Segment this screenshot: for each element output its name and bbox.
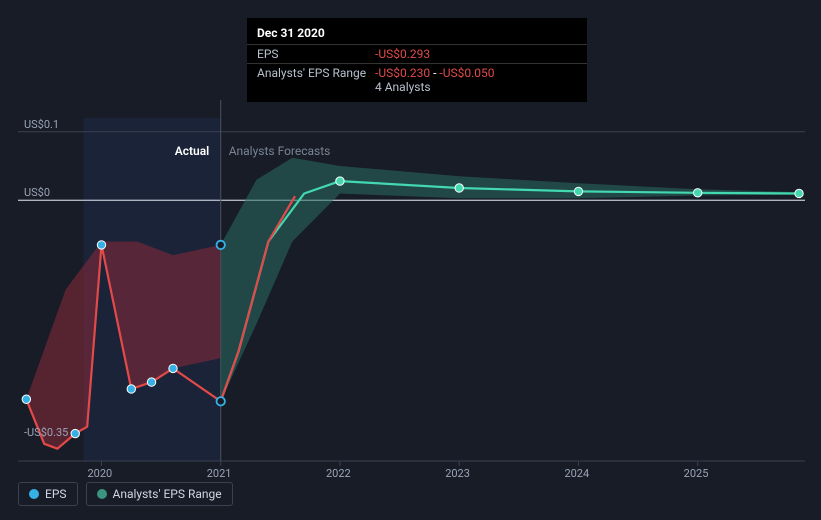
x-axis-label: 2025 [684, 467, 709, 480]
x-axis-label: 2022 [326, 467, 351, 480]
legend-swatch-icon [29, 489, 39, 499]
x-axis-label: 2023 [445, 467, 470, 480]
forecast-region-label: Analysts Forecasts [229, 144, 331, 158]
legend-item-eps[interactable]: EPS [18, 482, 78, 506]
x-axis-label: 2021 [207, 467, 232, 480]
legend-swatch-icon [97, 489, 107, 499]
tooltip-range-sep: - [430, 66, 439, 80]
y-axis-label: -US$0.35 [24, 426, 68, 439]
chart-tooltip: Dec 31 2020 EPS -US$0.293 Analysts' EPS … [247, 18, 587, 102]
actual-region-label: Actual [175, 144, 210, 158]
y-axis-label: US$0.1 [24, 118, 59, 131]
tooltip-eps-value: -US$0.293 [375, 47, 430, 61]
x-axis-label: 2020 [87, 467, 112, 480]
legend-label: Analysts' EPS Range [113, 487, 222, 501]
tooltip-range-high: -US$0.050 [439, 66, 494, 80]
tooltip-range-low: -US$0.230 [375, 66, 430, 80]
legend-label: EPS [45, 487, 67, 501]
tooltip-range-label: Analysts' EPS Range [257, 66, 375, 94]
tooltip-eps-label: EPS [257, 47, 375, 61]
tooltip-analyst-count: 4 Analysts [375, 80, 495, 94]
tooltip-date: Dec 31 2020 [247, 24, 587, 44]
x-axis-label: 2024 [564, 467, 589, 480]
legend-item-range[interactable]: Analysts' EPS Range [86, 482, 233, 506]
chart-legend: EPS Analysts' EPS Range [18, 482, 233, 506]
y-axis-label: US$0 [24, 186, 50, 199]
eps-chart: US$0.1 US$0 -US$0.35 2020 2021 2022 2023… [0, 0, 821, 520]
